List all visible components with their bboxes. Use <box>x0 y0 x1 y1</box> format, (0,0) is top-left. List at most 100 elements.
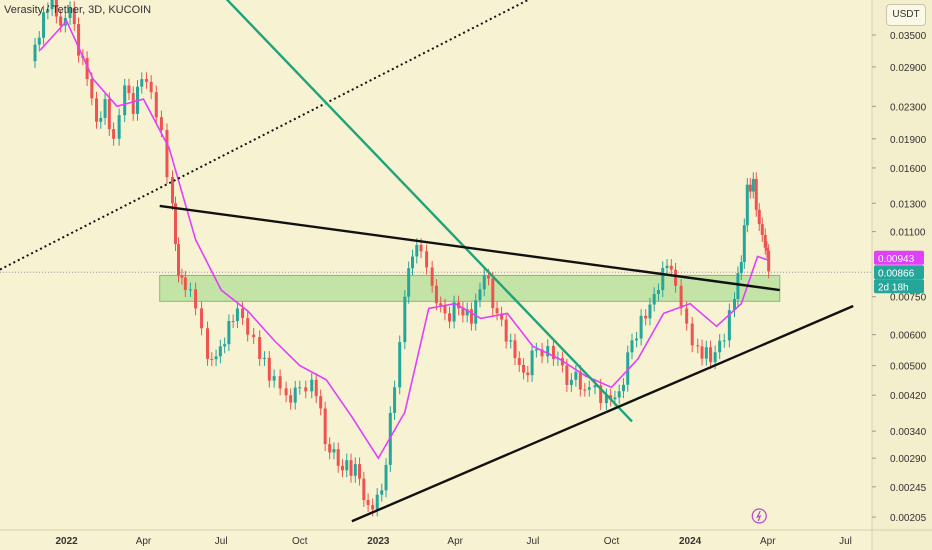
candle-down <box>252 334 256 338</box>
candle-down <box>171 177 175 204</box>
x-tick-label: 2023 <box>367 536 390 547</box>
y-tick-label: 0.01600 <box>890 164 927 175</box>
candle-up <box>713 352 717 363</box>
candle-down <box>59 16 63 26</box>
candle-up <box>587 387 591 390</box>
candle-up <box>103 99 107 118</box>
candle-down <box>210 358 214 360</box>
candle-up <box>474 300 478 324</box>
candle-down <box>469 309 473 324</box>
candle-up <box>262 357 266 359</box>
y-tick-label: 0.02900 <box>890 63 927 74</box>
candle-down <box>176 244 180 276</box>
candle-up <box>574 371 578 380</box>
candle-up <box>375 494 379 510</box>
candle-down <box>540 349 544 357</box>
candle-down <box>304 387 308 392</box>
descending-resistance-line[interactable] <box>159 204 780 292</box>
candle-up <box>332 449 336 453</box>
candle-down <box>757 209 761 225</box>
candle-down <box>439 303 443 306</box>
y-tick-label: 0.00245 <box>890 483 927 494</box>
unit-button[interactable]: USDT <box>886 4 926 26</box>
candle-up <box>50 0 54 10</box>
candle-up <box>704 347 708 359</box>
candle-up <box>117 115 121 139</box>
candle-up <box>626 352 630 385</box>
candle-down <box>95 98 99 122</box>
candle-down <box>583 389 587 391</box>
y-tick-label: 0.00290 <box>890 454 927 465</box>
candle-down <box>500 313 504 320</box>
candle-up <box>736 273 740 299</box>
candle-up <box>42 12 46 38</box>
countdown-value: 2d 18h <box>878 282 909 293</box>
candle-up <box>639 315 643 339</box>
ascending-support-line[interactable] <box>351 304 854 523</box>
candle-down <box>144 79 148 82</box>
candle-down <box>107 99 111 130</box>
ma-price-badge <box>874 250 924 265</box>
y-tick-label: 0.03500 <box>890 31 927 42</box>
candle-up <box>482 275 486 290</box>
candle-up <box>656 290 660 294</box>
x-tick-label: Apr <box>447 536 463 547</box>
candle-up <box>188 289 192 291</box>
candle-down <box>72 8 76 25</box>
candle-down <box>183 277 187 291</box>
candle-up <box>140 79 144 87</box>
candle-down <box>112 129 116 139</box>
y-tick-label: 0.00205 <box>890 513 927 524</box>
candle-up <box>380 490 384 495</box>
candle-up <box>617 391 621 398</box>
candle-down <box>362 478 366 501</box>
moving-average-line[interactable] <box>39 19 769 460</box>
candle-down <box>336 449 340 466</box>
candle-down <box>206 328 210 359</box>
candle-up <box>661 268 665 291</box>
chart-title: Verasity / Tether, 3D, KUCOIN <box>4 4 152 16</box>
candle-up <box>393 387 397 413</box>
candle-down <box>709 347 713 363</box>
green-downtrend-line[interactable] <box>90 0 633 423</box>
candle-up <box>223 344 227 347</box>
last-price-badge <box>874 265 924 280</box>
candle-down <box>513 340 517 359</box>
candle-down <box>609 395 613 400</box>
x-tick-label: Oct <box>604 536 620 547</box>
candle-up <box>621 384 625 392</box>
candle-down <box>77 24 81 56</box>
y-tick-label: 0.00750 <box>890 293 927 304</box>
event-marker-icon[interactable] <box>751 508 767 524</box>
x-tick-label: 2024 <box>679 536 702 547</box>
candle-down <box>278 376 282 389</box>
candle-up <box>353 464 357 476</box>
x-tick-label: Jul <box>215 536 228 547</box>
candle-down <box>522 364 526 373</box>
candle-down <box>159 117 163 131</box>
candle-down <box>685 308 689 324</box>
candle-down <box>754 178 758 210</box>
candle-down <box>323 408 327 445</box>
candle-down <box>495 308 499 314</box>
candle-up <box>665 265 669 269</box>
candle-down <box>127 85 131 94</box>
candle-up <box>739 261 743 274</box>
candle-down <box>180 275 184 278</box>
candle-down <box>517 358 521 365</box>
support-zone[interactable] <box>159 274 781 302</box>
candle-down <box>194 289 198 309</box>
candle-down <box>131 93 135 114</box>
candle-down <box>165 130 169 178</box>
candle-up <box>218 346 222 357</box>
candle-down <box>200 308 204 329</box>
candle-down <box>763 234 767 248</box>
candle-down <box>679 285 683 309</box>
candle-down <box>434 285 438 304</box>
candle-up <box>407 268 411 297</box>
candle-down <box>748 184 752 192</box>
candle-down <box>85 58 89 80</box>
candle-up <box>648 304 652 319</box>
candle-down <box>340 465 344 471</box>
